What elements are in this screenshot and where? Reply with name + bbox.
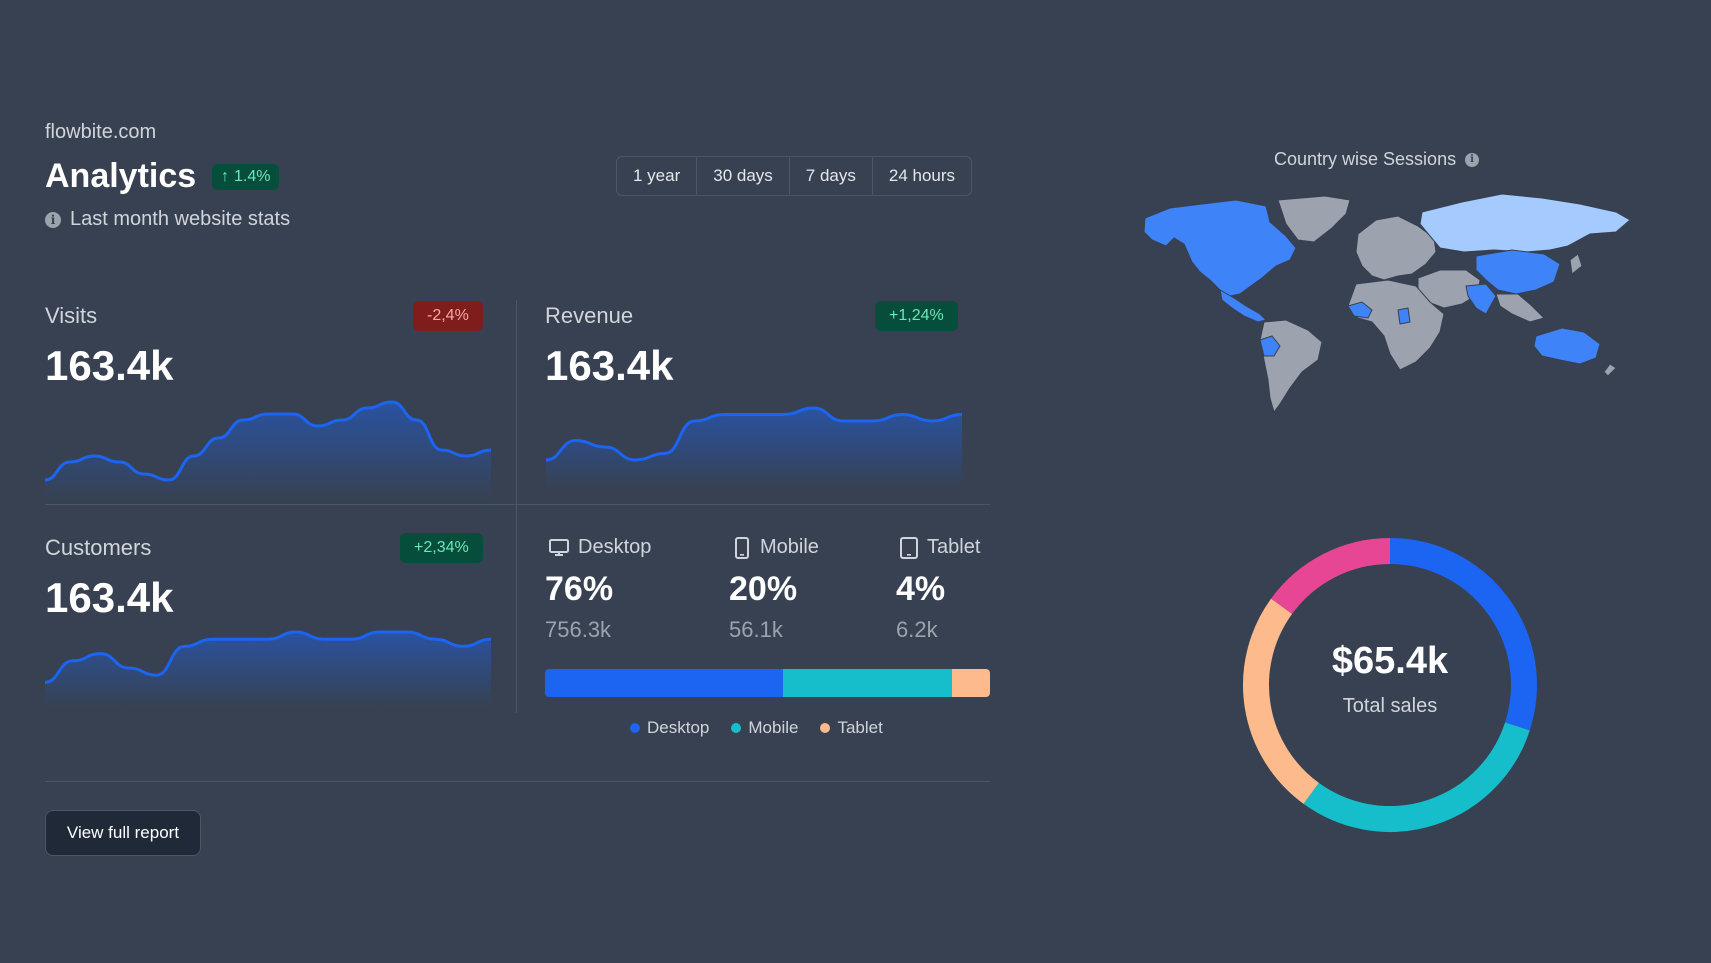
customers-label: Customers xyxy=(45,535,152,560)
map-new-zealand[interactable] xyxy=(1603,363,1617,377)
desktop-pct: 76% xyxy=(545,570,614,608)
legend-dot-mobile xyxy=(731,723,742,733)
map-central-america[interactable] xyxy=(1219,289,1267,323)
subtitle-text: Last month website stats xyxy=(70,208,291,230)
visits-label: Visits xyxy=(45,303,98,328)
range-30-days[interactable]: 30 days xyxy=(697,157,790,195)
customers-sparkline-line xyxy=(44,630,492,684)
map-peru[interactable] xyxy=(1259,335,1281,357)
revenue-change-badge: +1,24% xyxy=(875,301,958,331)
footer-divider xyxy=(45,781,990,782)
visits-value: 163.4k xyxy=(45,342,174,389)
world-map xyxy=(1143,193,1630,414)
visits-sparkline xyxy=(44,400,492,502)
mobile-count: 56.1k xyxy=(729,617,783,642)
date-range-selector: 1 year 30 days 7 days 24 hours xyxy=(616,156,973,196)
device-desktop-label: Desktop xyxy=(548,536,651,559)
revenue-label: Revenue xyxy=(545,303,634,328)
legend-label-tablet: Tablet xyxy=(837,718,883,737)
map-japan[interactable] xyxy=(1569,253,1583,275)
bar-segment-desktop xyxy=(545,669,784,697)
map-china[interactable] xyxy=(1475,249,1561,295)
map-india[interactable] xyxy=(1465,283,1497,315)
visits-sparkline-line xyxy=(44,400,492,482)
device-legend: Desktop Mobile Tablet xyxy=(630,718,883,738)
legend-item-desktop: Desktop xyxy=(630,718,709,738)
total-sales-value: $65.4k xyxy=(1331,640,1449,682)
mobile-icon xyxy=(735,536,749,559)
mobile-name: Mobile xyxy=(760,536,819,558)
donut-segment-3[interactable] xyxy=(1243,598,1320,804)
legend-label-mobile: Mobile xyxy=(748,718,799,737)
revenue-sparkline-line xyxy=(545,406,963,462)
map-east-africa[interactable] xyxy=(1397,307,1411,325)
device-tablet-label: Tablet xyxy=(899,536,980,559)
map-australia[interactable] xyxy=(1533,327,1601,365)
map-russia[interactable] xyxy=(1419,193,1630,253)
page-subtitle: i Last month website stats xyxy=(45,208,290,231)
map-title: Country wise Sessions i xyxy=(1274,149,1480,170)
bar-segment-tablet xyxy=(952,669,990,697)
revenue-sparkline-area xyxy=(546,408,962,490)
legend-dot-tablet xyxy=(820,723,831,733)
donut-segment-4[interactable] xyxy=(1271,538,1391,615)
range-7-days[interactable]: 7 days xyxy=(790,157,873,195)
map-africa[interactable] xyxy=(1347,279,1445,371)
total-sales-label: Total sales xyxy=(1342,695,1438,717)
sales-donut-chart xyxy=(1243,538,1537,832)
device-mobile-label: Mobile xyxy=(732,536,819,559)
growth-badge: ↑ 1.4% xyxy=(212,164,280,190)
legend-item-mobile: Mobile xyxy=(731,718,798,738)
visits-sparkline-area xyxy=(45,402,491,502)
device-share-bar xyxy=(545,669,990,697)
legend-item-tablet: Tablet xyxy=(820,718,883,738)
desktop-icon xyxy=(549,538,569,556)
donut-segment-2[interactable] xyxy=(1303,722,1530,832)
customers-sparkline-area xyxy=(45,632,491,708)
donut-segment-1[interactable] xyxy=(1389,538,1537,731)
growth-value: 1.4% xyxy=(234,168,271,185)
legend-label-desktop: Desktop xyxy=(647,718,710,737)
grid-divider-vertical xyxy=(516,300,517,713)
info-icon: i xyxy=(45,211,61,228)
range-1-year[interactable]: 1 year xyxy=(617,157,698,195)
map-north-america[interactable] xyxy=(1143,199,1297,297)
map-southeast-asia[interactable] xyxy=(1495,293,1545,323)
bar-segment-mobile xyxy=(783,669,953,697)
visits-change-badge: -2,4% xyxy=(413,301,483,331)
site-name: flowbite.com xyxy=(45,121,157,143)
revenue-value: 163.4k xyxy=(545,342,674,389)
customers-change-badge: +2,34% xyxy=(400,533,483,563)
page-title: Analytics xyxy=(45,157,197,195)
info-icon[interactable]: i xyxy=(1465,152,1480,167)
map-title-text: Country wise Sessions xyxy=(1274,149,1457,169)
grid-divider-horizontal xyxy=(45,504,990,505)
desktop-count: 756.3k xyxy=(545,617,612,642)
tablet-name: Tablet xyxy=(927,536,981,558)
range-24-hours[interactable]: 24 hours xyxy=(888,166,956,185)
tablet-icon xyxy=(900,536,918,559)
map-south-america[interactable] xyxy=(1259,319,1323,414)
tablet-pct: 4% xyxy=(896,570,946,608)
view-full-report-button[interactable]: View full report xyxy=(45,810,201,856)
map-europe[interactable] xyxy=(1355,215,1437,281)
map-west-africa[interactable] xyxy=(1347,301,1373,319)
desktop-name: Desktop xyxy=(578,536,652,558)
revenue-sparkline xyxy=(545,406,963,490)
customers-sparkline xyxy=(44,630,492,708)
customers-value: 163.4k xyxy=(45,574,174,621)
tablet-count: 6.2k xyxy=(896,617,938,642)
map-greenland[interactable] xyxy=(1277,195,1351,243)
legend-dot-desktop xyxy=(630,723,640,733)
mobile-pct: 20% xyxy=(729,570,798,608)
arrow-up-icon: ↑ xyxy=(221,168,229,185)
